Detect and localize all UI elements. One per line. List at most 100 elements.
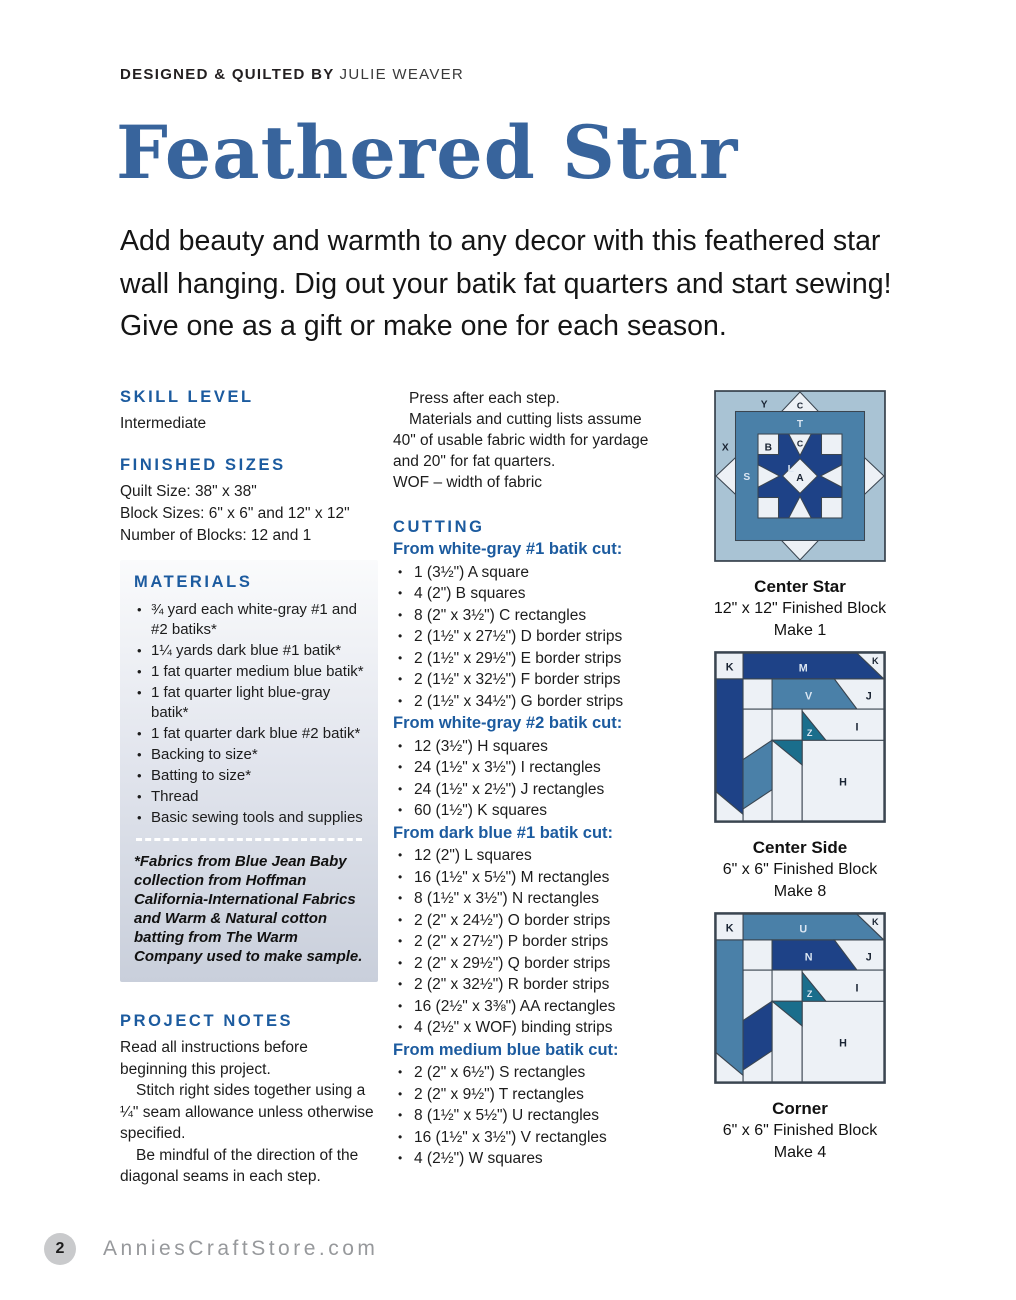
quilt-size-line: Quilt Size: 38" x 38" [120, 483, 257, 500]
patch-k-corner-triangle [855, 913, 885, 942]
patch-label-u: U [799, 923, 807, 935]
left-column: SKILL LEVEL Intermediate FINISHED SIZES … [120, 388, 378, 1188]
cutting-item: 2 (2" x 32½") R border strips [393, 974, 659, 996]
intro-paragraph: Add beauty and warmth to any decor with … [120, 225, 892, 342]
block-count-line: Number of Blocks: 12 and 1 [120, 527, 312, 544]
patch-label-i: I [855, 983, 858, 995]
cutting-item: 24 (1½" x 3½") I rectangles [393, 757, 659, 779]
cutting-item: 1 (3½") A square [393, 562, 659, 584]
patch-diagonal-band [742, 1000, 773, 1072]
page-footer: 2 AnniesCraftStore.com [44, 1233, 378, 1265]
corner-diagram: K U K N J Z I H [714, 912, 886, 1084]
patch-label-j: J [866, 690, 872, 702]
cutting-item: 2 (2" x 6½") S rectangles [393, 1062, 659, 1084]
cutting-item: 4 (2½") W squares [393, 1148, 659, 1170]
materials-heading: MATERIALS [134, 573, 253, 591]
cutting-item: 2 (1½" x 34½") G border strips [393, 691, 659, 713]
patch-label-c-point: C [797, 438, 804, 448]
cutting-item: 24 (1½" x 2½") J rectangles [393, 779, 659, 801]
cutting-item: 16 (2½" x 3⅜") AA rectangles [393, 996, 659, 1018]
patch-row2-square [742, 678, 773, 710]
patch-label-b: B [765, 442, 772, 453]
credit-name: JULIE WEAVER [339, 66, 465, 83]
caption-title: Center Star [754, 577, 846, 596]
patch-k-corner-triangle [855, 652, 885, 681]
patch-label-l: L [788, 464, 794, 475]
patch-label-m: M [799, 662, 808, 674]
patch-label-i: I [855, 722, 858, 734]
cutting-item: 16 (1½" x 5½") M rectangles [393, 867, 659, 889]
patch-k-square [715, 652, 744, 680]
materials-item: 1 fat quarter dark blue #2 batik* [134, 724, 364, 744]
dashed-divider [136, 838, 362, 841]
patch-z-triangle [801, 709, 827, 741]
patch-corner-square [820, 496, 843, 519]
middle-column: Press after each step. Materials and cut… [393, 388, 659, 1171]
patch-border-triangle-right [863, 456, 885, 496]
patch-small-teal-triangle [770, 739, 803, 767]
patch-notch-bottom [787, 495, 813, 519]
cutting-item: 2 (2" x 29½") Q border strips [393, 953, 659, 975]
patch-row2-square [742, 939, 773, 971]
cutting-list: 1 (3½") A square 4 (2") B squares 8 (2" … [393, 562, 659, 713]
patch-label-h: H [839, 776, 847, 788]
project-notes-paragraph: Read all instructions before beginning t… [120, 1039, 308, 1078]
center-side-caption: Center Side 6" x 6" Finished Block Make … [698, 836, 902, 903]
cutting-subheading-dark-blue-1: From dark blue #1 batik cut: [393, 823, 614, 842]
patch-small-teal-triangle [770, 1000, 803, 1028]
materials-item: ¾ yard each white-gray #1 and #2 batiks* [134, 600, 364, 640]
patch-h-square [801, 739, 885, 822]
patch-label-v: V [805, 690, 813, 702]
patch-label-k-corner: K [872, 656, 879, 666]
diagram-column: Y C X T S B C L A Center Star 12" x 12" … [698, 388, 902, 1173]
designer-credit: DESIGNED & QUILTED BY JULIE WEAVER [120, 66, 464, 83]
patch-label-c-border: C [797, 400, 804, 410]
patch-corner-square-b [757, 433, 780, 456]
patch-bottom-left-triangle [715, 1051, 744, 1083]
materials-item: 1 fat quarter light blue-gray batik* [134, 683, 364, 723]
caption-size: 6" x 6" Finished Block [722, 861, 878, 878]
caption-title: Center Side [752, 838, 848, 857]
materials-list: ¾ yard each white-gray #1 and #2 batiks*… [134, 600, 364, 828]
corner-diagram-wrap: K U K N J Z I H Corner 6" x 6" Finished … [698, 912, 902, 1164]
cutting-subheading-white-gray-2: From white-gray #2 batik cut: [393, 714, 623, 732]
materials-box: MATERIALS ¾ yard each white-gray #1 and … [120, 560, 378, 982]
patch-row3-square [771, 969, 803, 1002]
caption-make: Make 4 [773, 1144, 827, 1161]
patch-border-triangle-left [715, 456, 737, 496]
patch-label-k: K [726, 661, 734, 673]
patch-label-z: Z [807, 728, 813, 738]
skill-level-value: Intermediate [120, 415, 207, 432]
cutting-item: 2 (2" x 24½") O border strips [393, 910, 659, 932]
caption-title: Corner [772, 1099, 828, 1118]
patch-label-a: A [796, 473, 804, 484]
materials-item: 1 fat quarter medium blue batik* [134, 662, 364, 682]
patch-label-j: J [866, 951, 872, 963]
cutting-item: 12 (3½") H squares [393, 736, 659, 758]
fabric-credit-note: *Fabrics from Blue Jean Baby collection … [134, 853, 363, 965]
website-url: AnniesCraftStore.com [103, 1237, 379, 1260]
finished-sizes-heading: FINISHED SIZES [120, 456, 286, 474]
center-side-diagram: K M K V J Z I H [714, 651, 886, 823]
caption-size: 12" x 12" Finished Block [713, 600, 887, 617]
cutting-item: 2 (1½" x 32½") F border strips [393, 669, 659, 691]
cutting-item: 2 (2" x 9½") T rectangles [393, 1084, 659, 1106]
page-title: Feathered Star [116, 110, 739, 196]
cutting-list: 12 (2") L squares 16 (1½" x 5½") M recta… [393, 845, 659, 1039]
patch-notch-right [819, 463, 843, 489]
credit-prefix: DESIGNED & QUILTED BY [120, 66, 335, 83]
project-notes-section: PROJECT NOTES Read all instructions befo… [120, 1012, 378, 1188]
project-notes-paragraph: Stitch right sides together using a ¼" s… [120, 1082, 374, 1142]
patch-label-s: S [743, 472, 750, 483]
patch-notch-left [757, 463, 781, 489]
materials-item: Batting to size* [134, 766, 364, 786]
project-notes-heading: PROJECT NOTES [120, 1012, 294, 1030]
patch-label-x: X [722, 442, 729, 453]
cutting-item: 16 (1½" x 3½") V rectangles [393, 1127, 659, 1149]
patch-label-n: N [805, 951, 813, 963]
cutting-item: 8 (1½" x 5½") U rectangles [393, 1105, 659, 1127]
caption-make: Make 8 [773, 883, 827, 900]
patch-h-square [801, 1000, 885, 1083]
patch-k-square [715, 913, 744, 941]
